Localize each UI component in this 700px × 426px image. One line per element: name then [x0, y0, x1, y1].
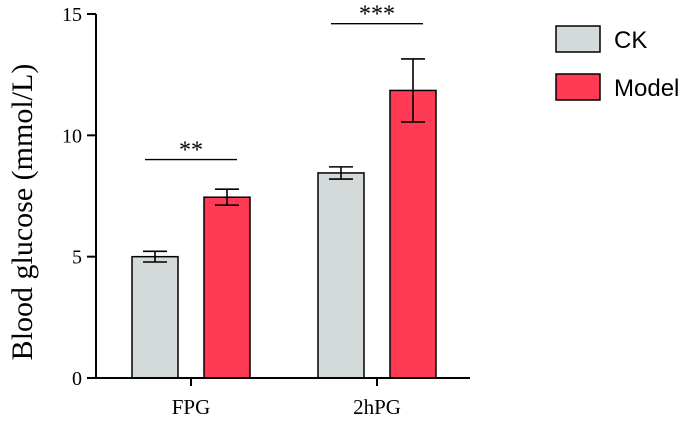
bar-ck-fpg — [131, 255, 179, 379]
y-tick-label-5: 5 — [72, 247, 82, 269]
legend-swatch-model — [555, 73, 601, 101]
y-tick-label-0: 0 — [72, 368, 82, 390]
x-tick-label-fpg: FPG — [172, 395, 211, 419]
y-tick-label-15: 15 — [62, 4, 82, 26]
legend-label-ck: CK — [614, 27, 647, 54]
significance-label-2hpg: *** — [359, 2, 395, 28]
x-tick-label-2hpg: 2hPG — [353, 395, 401, 419]
y-tick-label-10: 10 — [62, 125, 82, 147]
significance-label-fpg: ** — [179, 138, 203, 164]
legend-label-model: Model — [614, 75, 679, 102]
y-axis-label: Blood glucose (mmol/L) — [6, 64, 39, 361]
bar-model-2hpg — [389, 89, 437, 379]
legend-swatch-ck — [555, 25, 601, 53]
bar-ck-2hpg — [317, 172, 365, 379]
bar-model-fpg — [203, 196, 251, 379]
